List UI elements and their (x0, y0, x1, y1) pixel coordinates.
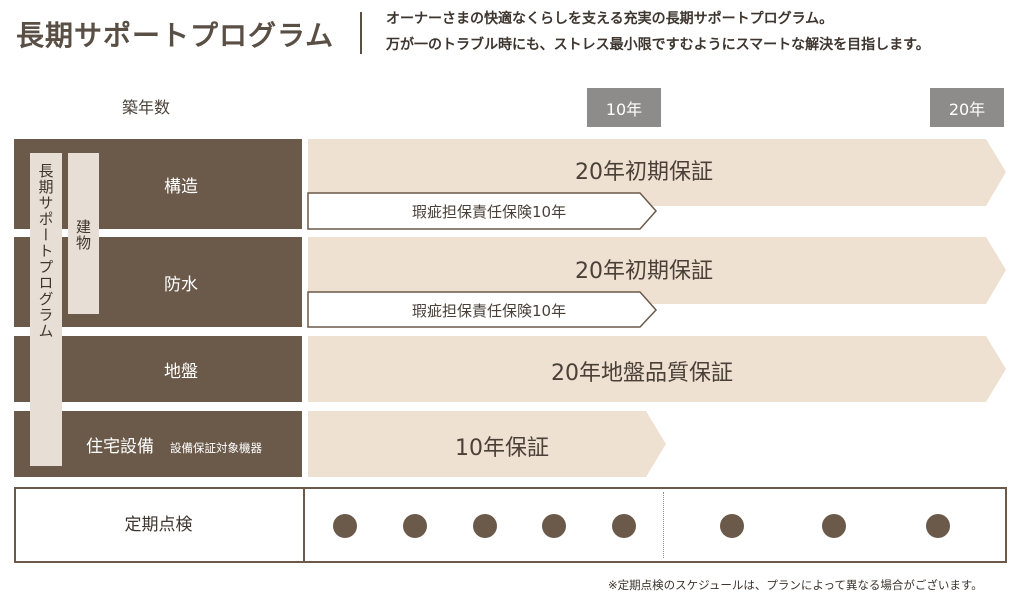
arrow-structure-main (308, 139, 1006, 206)
row-structure-label: 構造 (164, 176, 198, 197)
year-marker-20: 20年 (930, 88, 1004, 127)
years-label: 築年数 (121, 98, 170, 117)
arrow-equipment (308, 411, 666, 477)
row-equipment-sublabel: 設備保証対象機器 (170, 441, 262, 455)
row-waterproof-label: 防水 (164, 274, 198, 295)
arrow-structure-sub (307, 192, 658, 230)
subtitle-line-2: 万が一のトラブル時にも、ストレス最小限ですむようにスマートな解決を目指します。 (386, 37, 930, 53)
subtitle-line-1: オーナーさまの快適なくらしを支える充実の長期サポートプログラム。 (386, 11, 834, 27)
group-building-label: 建物 (74, 219, 92, 251)
page-title: 長期サポートプログラム (16, 19, 335, 52)
inspection-label: 定期点検 (124, 515, 193, 535)
equipment-main-text: 10年保証 (455, 436, 549, 461)
inspection-dot (822, 514, 846, 538)
row-equipment-label: 住宅設備 (86, 436, 154, 457)
arrow-waterproof-sub (307, 291, 658, 328)
structure-main-text: 20年初期保証 (575, 160, 713, 185)
waterproof-main-text: 20年初期保証 (575, 259, 713, 284)
inspection-10-year-line (663, 492, 664, 558)
title-divider (360, 12, 362, 54)
inspection-dot (403, 514, 427, 538)
ground-main-text: 20年地盤品質保証 (551, 361, 733, 386)
arrow-waterproof-main (308, 237, 1006, 304)
inspection-divider (303, 489, 305, 561)
row-structure-cell: 構造 (14, 139, 302, 229)
page-subtitle: オーナーさまの快適なくらしを支える充実の長期サポートプログラム。 万が一のトラブ… (386, 6, 930, 58)
inspection-dot (473, 514, 497, 538)
arrow-ground (308, 336, 1006, 402)
year-marker-10: 10年 (587, 88, 661, 127)
inspection-dot (333, 514, 357, 538)
group-program-bar: 長期サポートプログラム (30, 153, 62, 466)
group-program-label: 長期サポートプログラム (36, 163, 55, 339)
inspection-dot (612, 514, 636, 538)
inspection-dot (926, 514, 950, 538)
group-building-bar: 建物 (68, 153, 99, 314)
waterproof-sub-text: 瑕疵担保責任保険10年 (412, 302, 567, 320)
structure-sub-text: 瑕疵担保責任保険10年 (412, 203, 567, 221)
footnote: ※定期点検のスケジュールは、プランによって異なる場合がございます。 (608, 578, 983, 592)
row-waterproof-cell: 防水 (14, 237, 302, 327)
row-equipment-cell: 住宅設備 設備保証対象機器 (14, 411, 302, 477)
inspection-dot (720, 514, 744, 538)
row-ground-label: 地盤 (164, 361, 198, 382)
inspection-dot (542, 514, 566, 538)
row-ground-cell: 地盤 (14, 336, 302, 402)
